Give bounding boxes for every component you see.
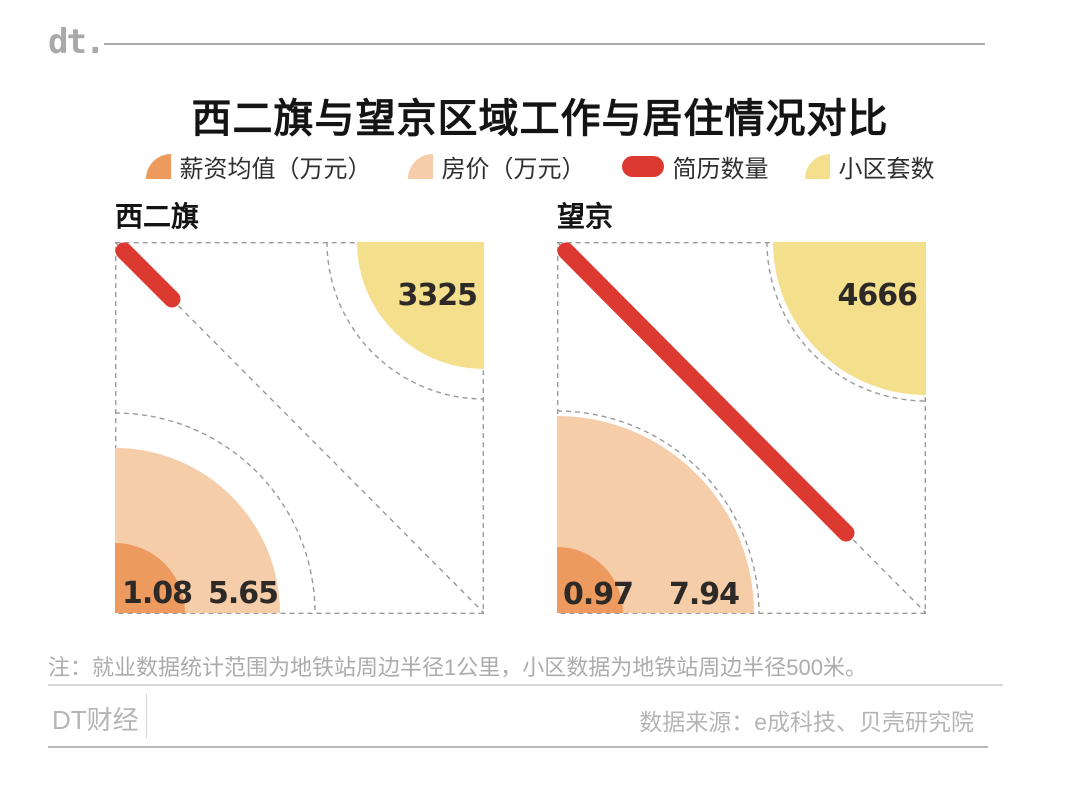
units-value: 3325 bbox=[398, 278, 478, 313]
price-quarter-icon bbox=[407, 154, 433, 179]
units-quarter-fill bbox=[773, 242, 926, 395]
chart-xierqi-title: 西二旗 bbox=[115, 201, 200, 232]
legend-item-units: 小区套数 bbox=[804, 149, 935, 184]
data-source-label: 数据来源：e成科技、贝壳研究院 bbox=[639, 709, 974, 735]
legend-label-resume: 简历数量 bbox=[672, 156, 769, 183]
legend-item-salary: 薪资均值（万元） bbox=[145, 149, 372, 184]
legend-item-resume: 简历数量 bbox=[621, 149, 769, 184]
resume-count-line bbox=[115, 242, 181, 308]
chart-wangjing-plot: 4666 0.97 7.94 bbox=[556, 241, 927, 615]
units-value: 4666 bbox=[838, 278, 918, 313]
legend-label-units: 小区套数 bbox=[838, 156, 935, 183]
footnote-divider-line bbox=[48, 684, 1003, 686]
price-value: 5.65 bbox=[208, 576, 278, 611]
header-divider-line bbox=[104, 43, 985, 45]
resume-capsule-icon bbox=[621, 156, 664, 177]
salary-quarter-fill bbox=[115, 543, 185, 613]
legend: 薪资均值（万元） 房价（万元） 简历数量 小区套数 bbox=[0, 149, 1080, 184]
salary-quarter-fill bbox=[557, 547, 623, 613]
price-quarter-fill bbox=[557, 416, 754, 613]
units-quarter-fill bbox=[357, 242, 484, 369]
dt-logo: dt. bbox=[48, 22, 105, 62]
chart-wangjing-title: 望京 bbox=[557, 201, 614, 232]
salary-value: 1.08 bbox=[122, 576, 192, 611]
resume-count-line bbox=[557, 242, 855, 542]
chart-xierqi: 西二旗 3325 1.08 5.65 bbox=[114, 200, 485, 615]
bottom-divider-line bbox=[48, 746, 988, 748]
price-reference-arc bbox=[556, 410, 760, 614]
diagonal-dashed-line bbox=[114, 241, 485, 614]
brand-label: DT财经 bbox=[52, 705, 139, 735]
footnote: 注：就业数据统计范围为地铁站周边半径1公里，小区数据为地铁站周边半径500米。 bbox=[48, 655, 867, 680]
chart-xierqi-plot: 3325 1.08 5.65 bbox=[114, 241, 485, 615]
units-quarter-icon bbox=[804, 154, 830, 179]
chart-wangjing: 望京 4666 0.97 7.94 bbox=[556, 200, 927, 615]
chart-frame bbox=[114, 241, 485, 615]
brand-divider-line bbox=[146, 694, 147, 738]
salary-quarter-icon bbox=[145, 154, 171, 179]
legend-label-salary: 薪资均值（万元） bbox=[179, 156, 372, 183]
price-reference-arc bbox=[114, 412, 316, 614]
price-value: 7.94 bbox=[669, 577, 739, 612]
page-title: 西二旗与望京区域工作与居住情况对比 bbox=[191, 97, 889, 141]
salary-value: 0.97 bbox=[563, 577, 633, 612]
legend-label-price: 房价（万元） bbox=[441, 156, 586, 183]
legend-item-price: 房价（万元） bbox=[407, 149, 586, 184]
